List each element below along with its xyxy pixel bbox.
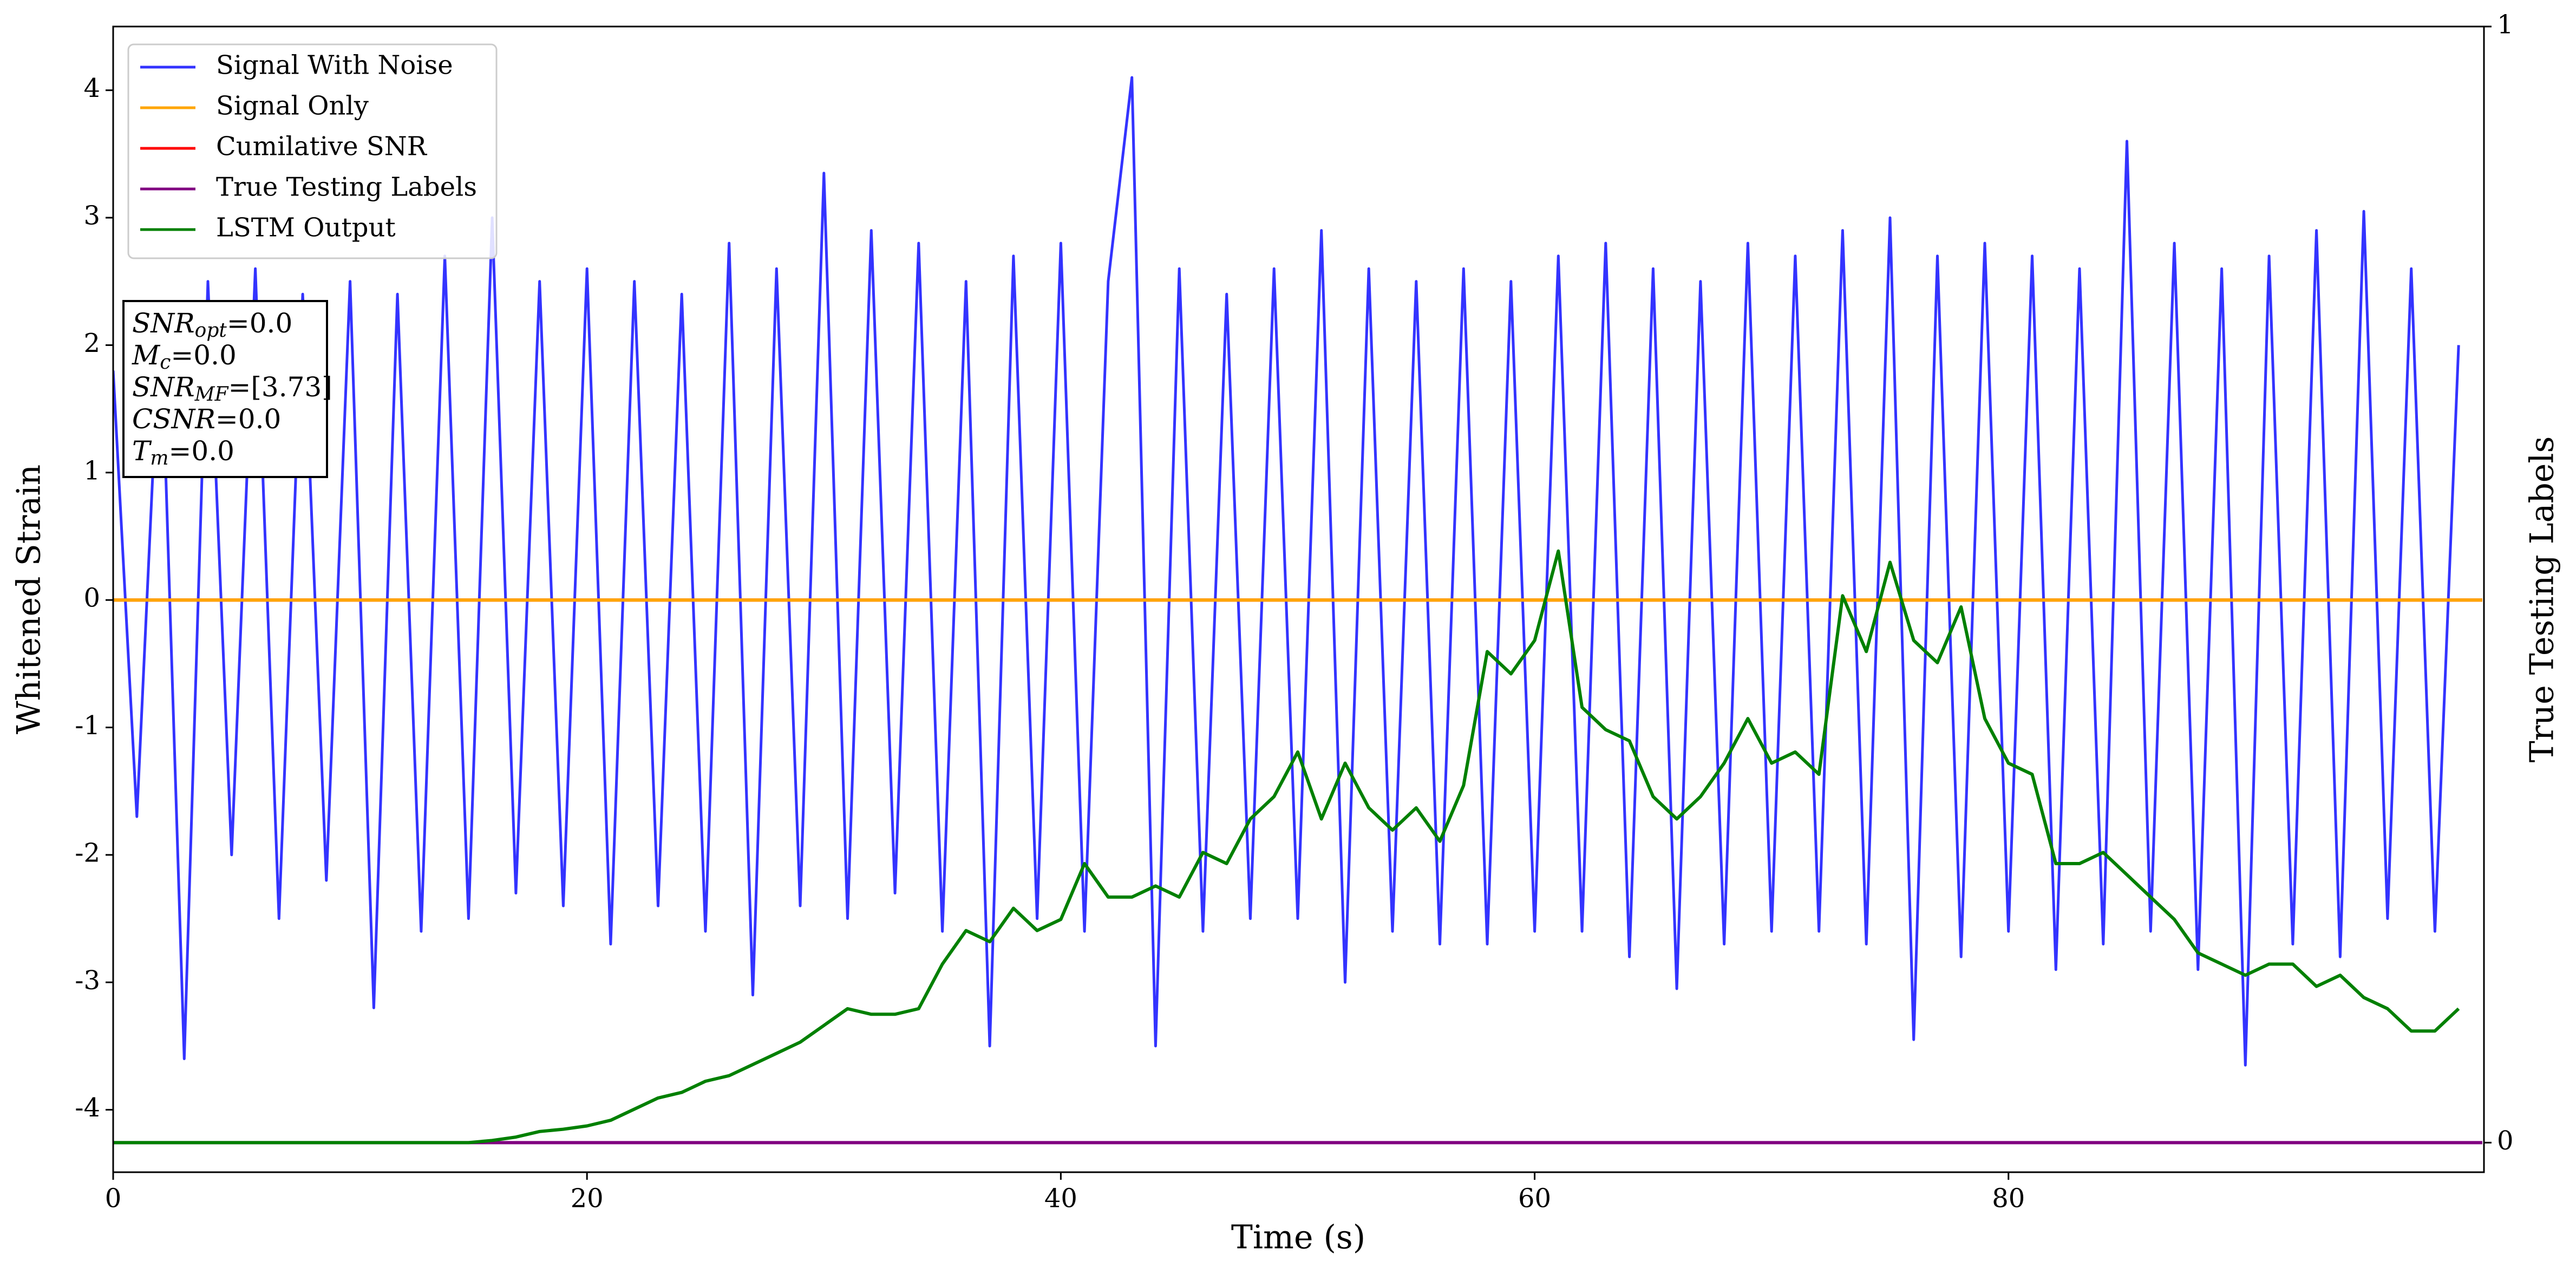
plot-area — [113, 76, 2482, 1145]
y-axis-label: Whitened Strain — [10, 465, 48, 734]
y-tick-label: 3 — [83, 201, 100, 231]
legend-label: LSTM Output — [216, 213, 396, 243]
y-tick-label: -3 — [75, 965, 100, 996]
legend-label: Signal Only — [216, 91, 369, 121]
x-tick-label: 80 — [1992, 1184, 2025, 1214]
annotation-main: SNR — [132, 371, 195, 403]
annotation: Tm=0.0 — [132, 435, 234, 469]
annotation-rest: =0.0 — [215, 403, 281, 435]
x-tick-label: 0 — [105, 1184, 122, 1214]
legend-label: Cumilative SNR — [216, 132, 428, 162]
y-tick-label: -2 — [75, 838, 100, 868]
x-axis-label: Time (s) — [1231, 1219, 1365, 1257]
annotation-main: M — [132, 339, 161, 371]
annotation-main: T — [132, 435, 152, 467]
y2-tick-label: 0 — [2497, 1126, 2514, 1156]
y-tick-label: -1 — [75, 710, 100, 741]
series-line — [113, 549, 2460, 1145]
legend-box — [127, 43, 498, 259]
annotation-main: CSNR — [132, 403, 215, 435]
annotation: SNRMF=[3.73] — [132, 371, 332, 406]
x-tick-label: 20 — [571, 1184, 604, 1214]
annotation-rest: =0.0 — [227, 308, 292, 339]
y-tick-label: -4 — [75, 1093, 100, 1123]
annotation-rest: =[3.73] — [228, 371, 332, 403]
plot-frame — [112, 25, 2485, 1173]
annotation: SNRopt=0.0 — [132, 308, 292, 342]
y2-axis-label: True Testing Labels — [2523, 436, 2561, 763]
annotation-sub: MF — [194, 383, 230, 406]
x-tick-label: 60 — [1518, 1184, 1551, 1214]
annotation-rest: =0.0 — [171, 339, 236, 371]
y-tick-label: 1 — [83, 455, 100, 486]
annotation: CSNR=0.0 — [132, 403, 281, 435]
annotation: Mc=0.0 — [132, 339, 237, 374]
legend-label: True Testing Labels — [216, 172, 477, 202]
legend-label: Signal With Noise — [216, 50, 453, 81]
annotation-sub: c — [160, 351, 171, 374]
annotation-sub: m — [150, 447, 168, 469]
y-tick-label: 4 — [83, 73, 100, 103]
y-tick-label: 2 — [83, 328, 100, 358]
y2-tick-label: 1 — [2497, 10, 2514, 40]
annotation-box — [122, 300, 328, 478]
x-tick-label: 40 — [1044, 1184, 1077, 1214]
annotation-sub: opt — [195, 319, 227, 342]
annotation-main: SNR — [132, 308, 195, 339]
series-line — [113, 76, 2460, 1067]
annotation-rest: =0.0 — [169, 435, 234, 467]
y-tick-label: 0 — [83, 583, 100, 613]
